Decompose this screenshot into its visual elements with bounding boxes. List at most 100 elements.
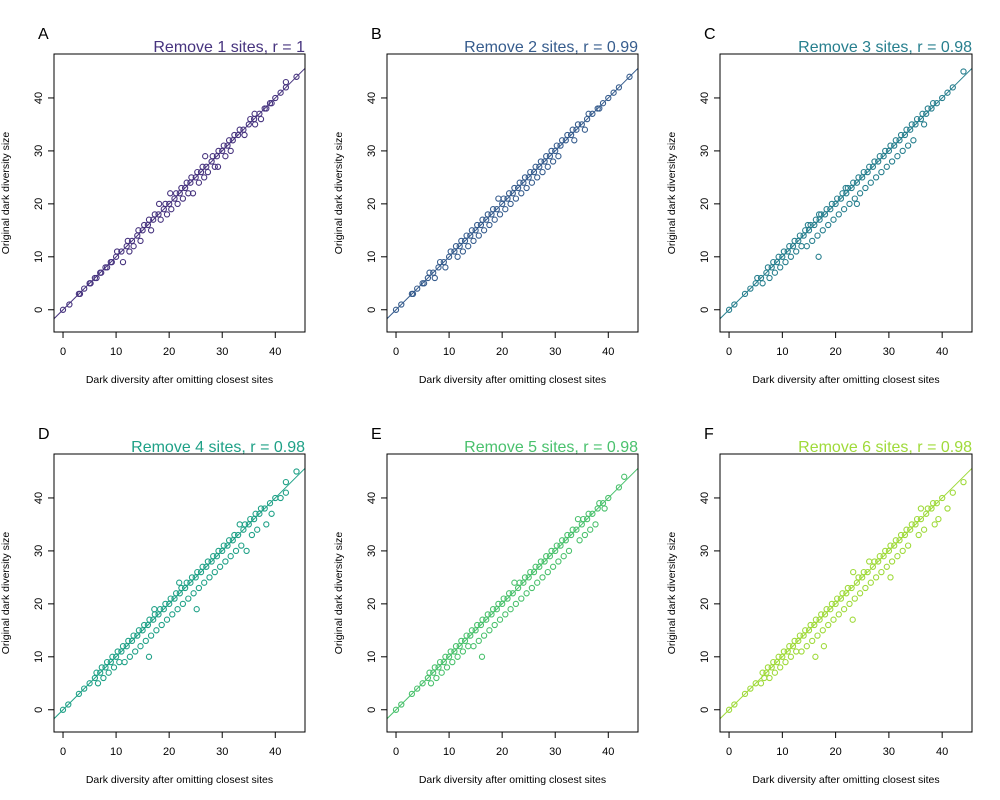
data-point: [507, 606, 514, 613]
data-point: [876, 153, 883, 160]
y-tick-label: 40: [33, 492, 45, 504]
data-point: [814, 632, 821, 639]
data-point: [585, 110, 592, 117]
data-point: [465, 243, 472, 250]
data-point: [780, 648, 788, 655]
data-point: [125, 637, 132, 645]
data-point: [137, 237, 144, 245]
data-point: [76, 290, 84, 298]
data-point: [214, 163, 222, 170]
data-point: [183, 579, 190, 586]
x-tick-label: 0: [60, 346, 66, 358]
x-tick-label: 30: [216, 346, 228, 358]
data-point: [409, 290, 417, 298]
data-point: [872, 574, 880, 581]
data-point: [172, 590, 180, 597]
x-tick-label: 30: [549, 346, 561, 358]
plot-frame: [53, 453, 306, 733]
data-point: [903, 126, 910, 133]
data-point: [574, 515, 582, 523]
data-point: [725, 306, 733, 313]
data-point: [835, 211, 842, 218]
data-point: [157, 216, 164, 223]
data-point: [764, 664, 772, 671]
data-point: [814, 232, 821, 239]
data-point: [93, 274, 100, 282]
data-point: [282, 78, 290, 86]
data-point: [426, 669, 433, 676]
data-point: [555, 153, 562, 160]
y-tick-label: 10: [366, 651, 378, 663]
data-point: [489, 606, 497, 613]
data-point: [447, 648, 454, 655]
data-point: [468, 227, 476, 234]
data-point: [220, 542, 227, 549]
panel-title: Remove 3 sites, r = 0.98: [798, 39, 972, 56]
y-tick-label: 10: [699, 651, 711, 663]
data-point: [414, 685, 421, 692]
data-point: [204, 558, 212, 565]
data-point: [904, 142, 912, 149]
data-point: [220, 142, 227, 149]
data-point: [621, 473, 628, 480]
data-point: [156, 606, 164, 613]
data-point: [569, 126, 576, 133]
data-point: [812, 653, 819, 660]
points: [392, 473, 628, 713]
data-point: [960, 478, 967, 486]
data-point: [398, 301, 405, 308]
data-point: [195, 179, 203, 186]
data-point: [537, 158, 545, 165]
data-point: [183, 179, 190, 186]
data-point: [615, 484, 623, 491]
data-point: [849, 616, 856, 623]
data-point: [915, 531, 922, 539]
data-point: [578, 121, 585, 128]
data-point: [780, 248, 788, 255]
data-point: [741, 690, 749, 698]
data-point: [414, 285, 421, 292]
data-point: [236, 126, 243, 133]
data-point: [558, 537, 566, 544]
y-tick-label: 40: [699, 492, 711, 504]
data-point: [766, 274, 773, 282]
data-point: [553, 542, 560, 549]
data-point: [828, 600, 836, 608]
data-point: [862, 184, 869, 192]
data-point: [523, 590, 530, 597]
data-point: [491, 216, 498, 223]
y-axis-title: Original dark diversity size: [0, 532, 12, 655]
data-point: [747, 285, 754, 292]
data-point: [917, 505, 925, 512]
data-point: [527, 168, 534, 176]
data-point: [867, 579, 874, 586]
data-point: [194, 168, 201, 176]
data-point: [211, 163, 218, 170]
data-point: [850, 568, 857, 576]
fit-line: [54, 467, 305, 720]
data-point: [791, 237, 798, 245]
data-point: [478, 653, 486, 660]
points: [59, 73, 300, 313]
data-point: [834, 195, 841, 202]
x-tick-label: 0: [393, 346, 399, 358]
data-point: [479, 216, 486, 223]
data-point: [777, 264, 784, 271]
data-point: [872, 174, 880, 181]
panel-letter: F: [704, 426, 714, 443]
data-point: [897, 131, 905, 139]
data-point: [581, 126, 589, 133]
y-tick-label: 0: [366, 307, 378, 313]
data-point: [883, 563, 890, 570]
data-point: [853, 200, 861, 208]
x-tick-label: 40: [269, 746, 281, 758]
data-point: [252, 510, 259, 517]
y-tick-label: 20: [699, 598, 711, 610]
data-point: [491, 621, 498, 629]
data-point: [846, 200, 853, 208]
data-point: [507, 200, 514, 208]
y-tick-label: 10: [33, 651, 45, 663]
data-point: [548, 547, 555, 555]
data-point: [163, 616, 171, 623]
